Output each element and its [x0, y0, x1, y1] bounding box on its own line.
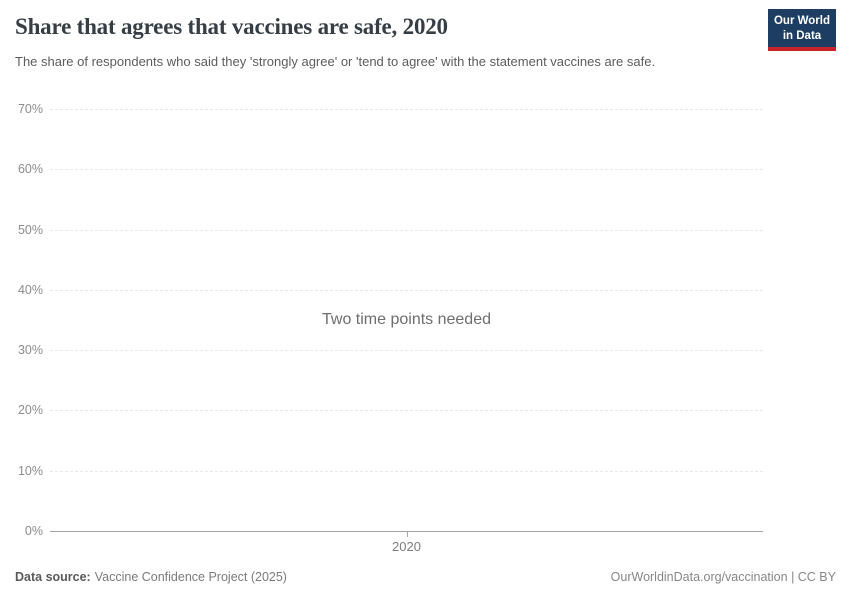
y-gridline: [50, 350, 763, 352]
x-tick-label: 2020: [392, 539, 421, 554]
y-gridline: [50, 229, 763, 231]
y-tick-label: 30%: [17, 343, 43, 358]
y-gridline: [50, 470, 763, 472]
y-tick-label: 50%: [17, 222, 43, 237]
y-tick-label: 0%: [24, 524, 43, 538]
data-source-label: Data source:: [15, 570, 91, 584]
y-tick-label: 70%: [17, 102, 43, 116]
y-gridline: [50, 109, 763, 110]
attribution-link[interactable]: OurWorldinData.org/vaccination | CC BY: [610, 570, 836, 584]
data-source-value: Vaccine Confidence Project (2025): [94, 570, 287, 584]
empty-chart-message: Two time points needed: [322, 311, 491, 328]
owid-logo[interactable]: Our World in Data: [768, 9, 836, 52]
chart-title: Share that agrees that vaccines are safe…: [15, 14, 448, 39]
y-gridline: [50, 289, 763, 291]
y-tick-label: 60%: [17, 162, 43, 177]
owid-logo-line1: Our World: [773, 15, 830, 27]
y-tick-label: 20%: [17, 403, 43, 418]
x-tick-mark: [406, 531, 408, 537]
data-source: Data source: Vaccine Confidence Project (…: [15, 570, 287, 584]
y-tick-label: 40%: [17, 282, 43, 297]
y-gridline: [50, 169, 763, 171]
y-tick-label: 10%: [17, 463, 43, 478]
owid-logo-line2: in Data: [782, 29, 822, 42]
chart-subtitle: The share of respondents who said they '…: [15, 54, 656, 69]
y-gridline: [50, 410, 763, 412]
